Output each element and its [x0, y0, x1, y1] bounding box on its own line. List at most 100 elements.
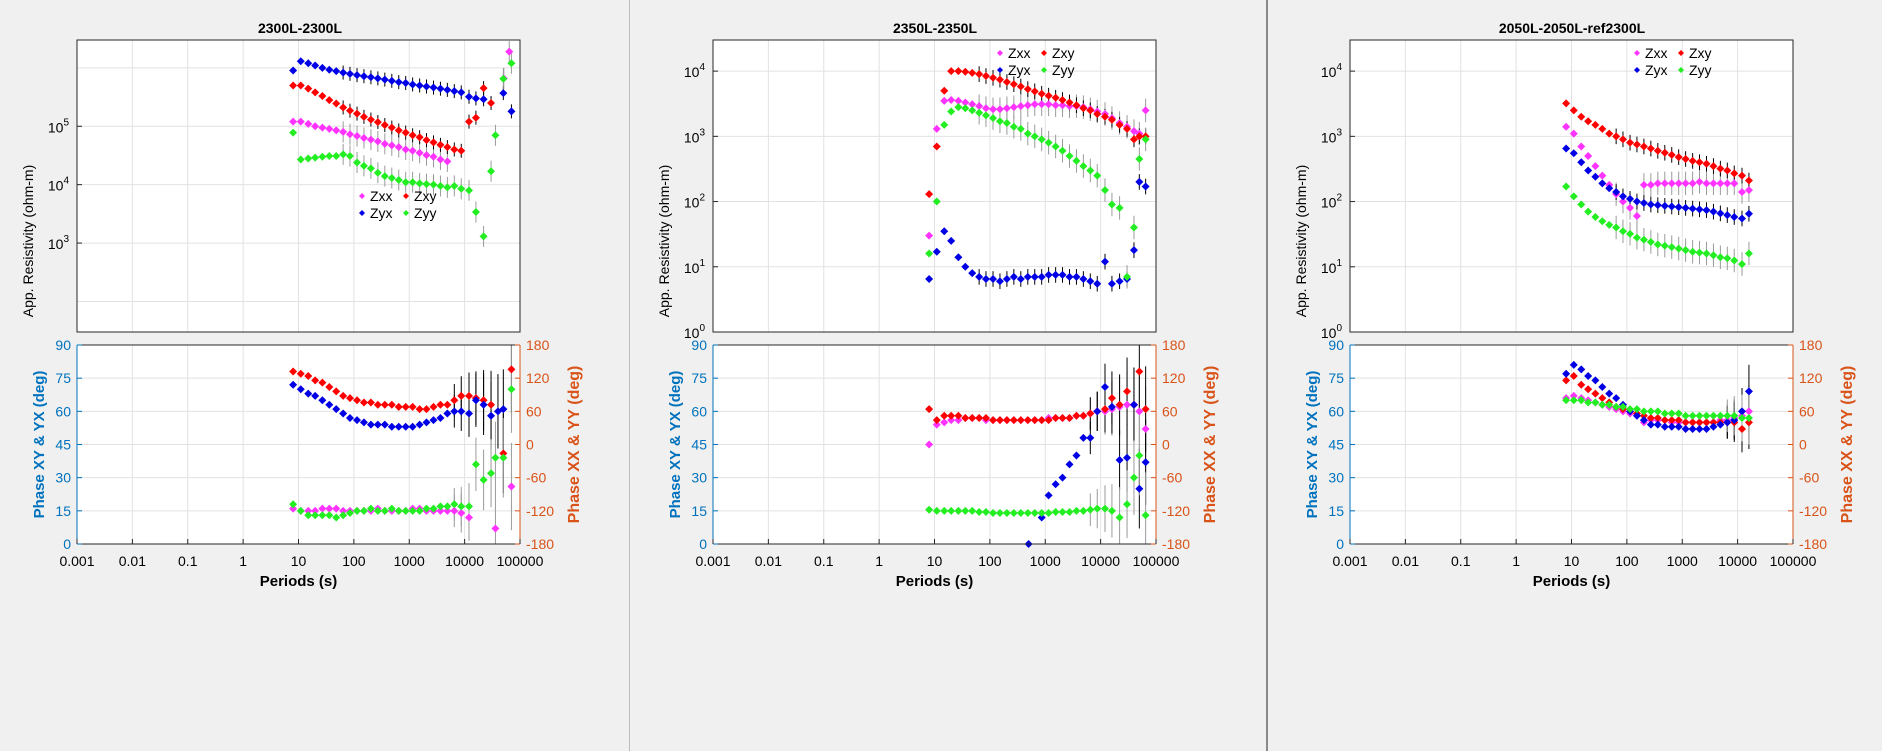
marker-zyx[interactable] — [995, 277, 1004, 286]
marker-zxy[interactable] — [995, 416, 1004, 425]
marker-zyy[interactable] — [1051, 142, 1060, 151]
marker-zyx[interactable] — [311, 391, 320, 400]
marker-zxx[interactable] — [954, 416, 963, 425]
marker-zxy[interactable] — [1023, 85, 1032, 94]
marker-zyx[interactable] — [353, 71, 362, 80]
marker-zyx[interactable] — [1044, 270, 1053, 279]
marker-zyx[interactable] — [339, 409, 348, 418]
marker-zxx[interactable] — [947, 96, 956, 105]
marker-zxy[interactable] — [1009, 80, 1018, 89]
marker-zxx[interactable] — [1135, 407, 1144, 416]
marker-zyx[interactable] — [366, 420, 375, 429]
marker-zyx[interactable] — [1044, 491, 1053, 500]
marker-zxy[interactable] — [1709, 162, 1718, 171]
marker-zyy[interactable] — [1016, 124, 1025, 133]
marker-zxy[interactable] — [1051, 93, 1060, 102]
marker-zxy[interactable] — [1618, 135, 1627, 144]
marker-zyy[interactable] — [1653, 240, 1662, 249]
marker-zyy[interactable] — [1129, 223, 1138, 232]
marker-zyy[interactable] — [1632, 405, 1641, 414]
marker-zxx[interactable] — [968, 100, 977, 109]
marker-zxx[interactable] — [925, 231, 934, 240]
marker-zxy[interactable] — [1646, 413, 1655, 422]
marker-zyy[interactable] — [1618, 227, 1627, 236]
marker-zyx[interactable] — [318, 63, 327, 72]
marker-zyx[interactable] — [1123, 453, 1132, 462]
marker-zxy[interactable] — [1002, 78, 1011, 87]
marker-zxx[interactable] — [1667, 179, 1676, 188]
marker-zxy[interactable] — [1093, 110, 1102, 119]
marker-zxy[interactable] — [443, 143, 452, 152]
marker-zyy[interactable] — [1002, 509, 1011, 518]
marker-zyx[interactable] — [380, 420, 389, 429]
marker-zyx[interactable] — [436, 84, 445, 93]
marker-zyx[interactable] — [1051, 270, 1060, 279]
marker-zyy[interactable] — [1591, 398, 1600, 407]
marker-zxy[interactable] — [479, 396, 488, 405]
marker-zxx[interactable] — [989, 105, 998, 114]
marker-zxx[interactable] — [940, 96, 949, 105]
marker-zyy[interactable] — [479, 232, 488, 241]
marker-zxy[interactable] — [353, 109, 362, 118]
marker-zxy[interactable] — [408, 402, 417, 411]
marker-zxy[interactable] — [1107, 115, 1116, 124]
resistivity-axes[interactable]: 100 101 102 103 104 App. Resistivity (ohm-m) Z… — [656, 39, 1157, 341]
marker-zyx[interactable] — [1667, 202, 1676, 211]
marker-zyx[interactable] — [429, 83, 438, 92]
marker-zyx[interactable] — [1065, 460, 1074, 469]
marker-zyy[interactable] — [491, 131, 500, 140]
marker-zxx[interactable] — [1023, 101, 1032, 110]
marker-zyx[interactable] — [1037, 272, 1046, 281]
marker-zyy[interactable] — [1709, 411, 1718, 420]
marker-zyy[interactable] — [429, 180, 438, 189]
marker-zyy[interactable] — [436, 181, 445, 190]
marker-zxy[interactable] — [1044, 416, 1053, 425]
marker-zxx[interactable] — [1002, 104, 1011, 113]
marker-zyy[interactable] — [491, 453, 500, 462]
marker-zyy[interactable] — [1591, 212, 1600, 221]
marker-zyy[interactable] — [408, 178, 417, 187]
marker-zxy[interactable] — [1123, 124, 1132, 133]
marker-zxx[interactable] — [289, 504, 298, 513]
marker-zyy[interactable] — [387, 504, 396, 513]
marker-zyx[interactable] — [1667, 422, 1676, 431]
marker-zxy[interactable] — [1129, 135, 1138, 144]
marker-zyx[interactable] — [471, 396, 480, 405]
marker-zxx[interactable] — [304, 506, 313, 515]
marker-zyx[interactable] — [296, 385, 305, 394]
marker-zyy[interactable] — [465, 502, 474, 511]
marker-zxy[interactable] — [353, 396, 362, 405]
marker-zxx[interactable] — [1123, 400, 1132, 409]
marker-zyy[interactable] — [394, 176, 403, 185]
marker-zyx[interactable] — [339, 68, 348, 77]
marker-zyy[interactable] — [345, 151, 354, 160]
marker-zxy[interactable] — [366, 398, 375, 407]
marker-zyx[interactable] — [940, 227, 949, 236]
marker-zyy[interactable] — [1730, 256, 1739, 265]
marker-zyy[interactable] — [1030, 509, 1039, 518]
marker-zyy[interactable] — [968, 506, 977, 515]
marker-zyx[interactable] — [1584, 371, 1593, 380]
marker-zxy[interactable] — [1744, 176, 1753, 185]
marker-zyy[interactable] — [1702, 411, 1711, 420]
marker-zyy[interactable] — [1577, 200, 1586, 209]
marker-zxy[interactable] — [436, 140, 445, 149]
marker-zyy[interactable] — [1598, 400, 1607, 409]
marker-zyy[interactable] — [940, 506, 949, 515]
marker-zxy[interactable] — [1101, 112, 1110, 121]
marker-zyy[interactable] — [422, 180, 431, 189]
marker-zyy[interactable] — [925, 505, 934, 514]
marker-zxy[interactable] — [366, 115, 375, 124]
marker-zyy[interactable] — [995, 509, 1004, 518]
marker-zyx[interactable] — [925, 274, 934, 283]
marker-zyx[interactable] — [1730, 416, 1739, 425]
marker-zxy[interactable] — [1681, 418, 1690, 427]
marker-zyy[interactable] — [1688, 411, 1697, 420]
marker-zxy[interactable] — [487, 400, 496, 409]
marker-zyx[interactable] — [989, 274, 998, 283]
marker-zyy[interactable] — [1093, 504, 1102, 513]
marker-zxx[interactable] — [1009, 103, 1018, 112]
marker-zxy[interactable] — [1639, 411, 1648, 420]
marker-zyy[interactable] — [332, 513, 341, 522]
marker-zyy[interactable] — [1605, 220, 1614, 229]
